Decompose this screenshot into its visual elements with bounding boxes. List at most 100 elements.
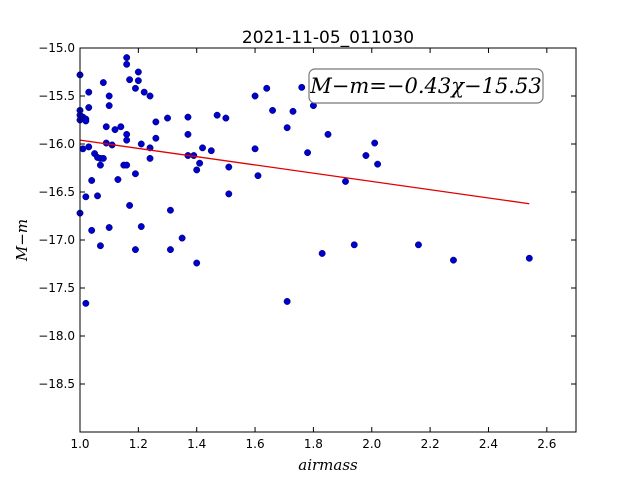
data-point xyxy=(362,152,370,159)
axis-ticks: 1.0 1.2 1.4 1.6 1.8 2.0 2.2 2.4 2.6 −15.0 −15.5 −16… xyxy=(38,41,576,451)
data-point xyxy=(525,254,533,262)
data-point xyxy=(152,118,160,126)
data-point xyxy=(318,249,326,257)
data-point xyxy=(126,76,134,84)
data-point xyxy=(152,134,160,142)
data-point xyxy=(184,130,192,138)
data-point xyxy=(102,123,110,131)
x-tick-label: 1.0 xyxy=(70,437,89,451)
data-point xyxy=(123,60,131,68)
x-tick-label: 2.0 xyxy=(362,437,381,451)
data-point xyxy=(178,234,186,242)
data-point xyxy=(374,160,382,168)
y-tick-label: −15.5 xyxy=(38,89,75,103)
data-point xyxy=(79,145,87,153)
data-point xyxy=(251,145,259,153)
data-point xyxy=(251,92,259,100)
data-point xyxy=(105,92,113,100)
equation-box: M−m=−0.43χ−15.53 xyxy=(308,68,544,104)
data-point xyxy=(207,147,215,155)
data-point xyxy=(164,114,171,122)
x-tick-label: 2.6 xyxy=(537,437,556,451)
data-point xyxy=(85,104,93,111)
data-point xyxy=(96,242,104,250)
data-point xyxy=(199,144,206,152)
data-point xyxy=(137,223,145,231)
y-tick-label: −18.0 xyxy=(38,329,75,343)
y-axis-label: M−m xyxy=(13,219,31,262)
x-tick-label: 2.2 xyxy=(421,437,440,451)
data-point xyxy=(96,161,104,169)
data-point xyxy=(126,201,134,209)
x-tick-label: 1.6 xyxy=(246,437,265,451)
data-point xyxy=(131,246,139,254)
data-point xyxy=(342,177,349,185)
data-point xyxy=(414,241,422,249)
fit-line xyxy=(79,139,530,205)
data-point xyxy=(450,256,457,264)
data-point xyxy=(140,88,148,96)
data-point xyxy=(134,68,142,76)
data-point xyxy=(283,124,291,132)
data-point xyxy=(82,299,90,307)
x-tick-label: 1.8 xyxy=(304,437,323,451)
data-point xyxy=(298,83,306,91)
data-point xyxy=(146,154,154,162)
data-point xyxy=(131,170,139,178)
x-tick-label: 1.4 xyxy=(187,437,206,451)
data-point xyxy=(99,154,107,162)
chart-title: 2021-11-05_011030 xyxy=(242,28,414,48)
data-point xyxy=(350,241,358,249)
x-tick-label: 2.4 xyxy=(479,437,498,451)
data-point xyxy=(134,77,142,85)
data-point xyxy=(123,161,131,169)
data-point xyxy=(213,111,221,119)
data-point xyxy=(85,88,93,96)
plot-frame xyxy=(79,47,577,433)
equation-box-frame xyxy=(308,68,544,104)
data-point xyxy=(225,163,233,171)
fit-line-group xyxy=(79,139,530,205)
data-point xyxy=(166,246,174,254)
data-point xyxy=(85,143,93,151)
data-point xyxy=(269,106,277,114)
data-point xyxy=(88,177,96,184)
data-point xyxy=(114,176,122,183)
data-point xyxy=(184,113,192,121)
data-point xyxy=(123,130,131,138)
data-point xyxy=(146,92,154,100)
data-point xyxy=(193,166,201,174)
data-point xyxy=(111,126,119,134)
y-tick-label: −17.0 xyxy=(38,233,75,247)
data-point xyxy=(263,84,271,92)
data-point xyxy=(193,259,201,267)
data-point xyxy=(283,297,291,305)
data-point xyxy=(88,226,96,234)
data-point xyxy=(225,190,233,198)
data-point xyxy=(166,206,174,214)
y-tick-label: −15.0 xyxy=(38,41,75,55)
data-point xyxy=(254,172,262,180)
data-point xyxy=(131,84,139,92)
data-point xyxy=(82,193,90,201)
x-axis-label: airmass xyxy=(298,456,358,474)
x-tick-label: 1.2 xyxy=(129,437,148,451)
y-tick-label: −16.5 xyxy=(38,185,75,199)
fit-equation: M−m=−0.43χ−15.53 xyxy=(309,74,541,98)
data-point xyxy=(105,224,113,231)
data-point xyxy=(137,140,145,148)
data-point xyxy=(324,130,332,138)
y-tick-label: −16.0 xyxy=(38,137,75,151)
data-point xyxy=(82,117,90,125)
data-point xyxy=(304,149,312,157)
data-point xyxy=(289,107,297,115)
data-point xyxy=(94,192,101,200)
data-point xyxy=(123,136,131,144)
data-point xyxy=(371,139,379,147)
data-point xyxy=(123,54,131,62)
data-point xyxy=(222,114,230,122)
data-point xyxy=(105,102,113,110)
data-point xyxy=(99,79,107,87)
y-tick-label: −18.5 xyxy=(38,377,75,391)
